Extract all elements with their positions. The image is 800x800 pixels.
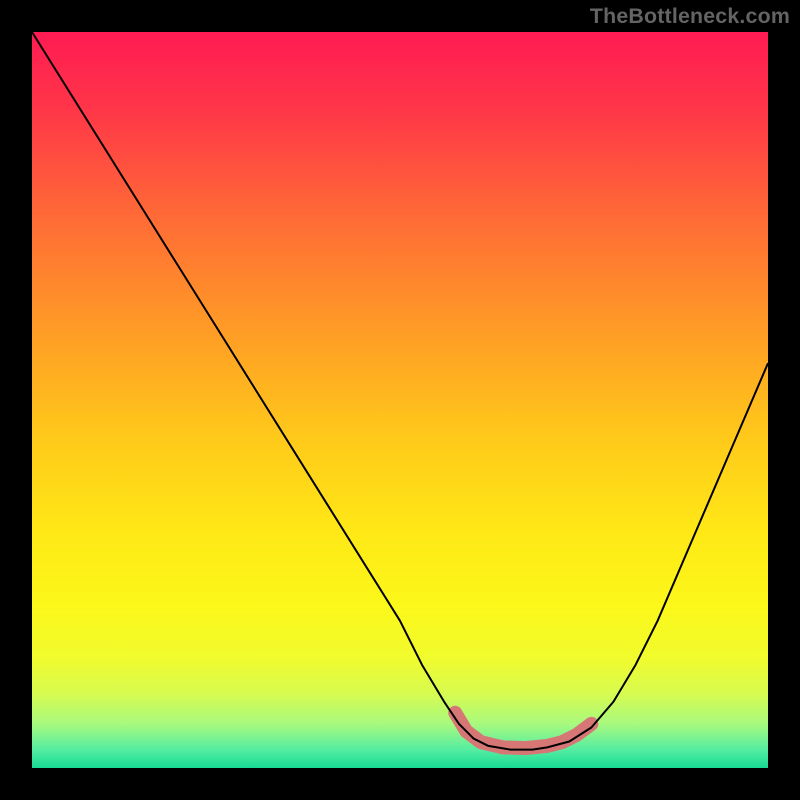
plot-gradient-bg — [32, 32, 768, 768]
watermark-text: TheBottleneck.com — [590, 4, 790, 29]
chart-svg — [0, 0, 800, 800]
chart-container: TheBottleneck.com — [0, 0, 800, 800]
